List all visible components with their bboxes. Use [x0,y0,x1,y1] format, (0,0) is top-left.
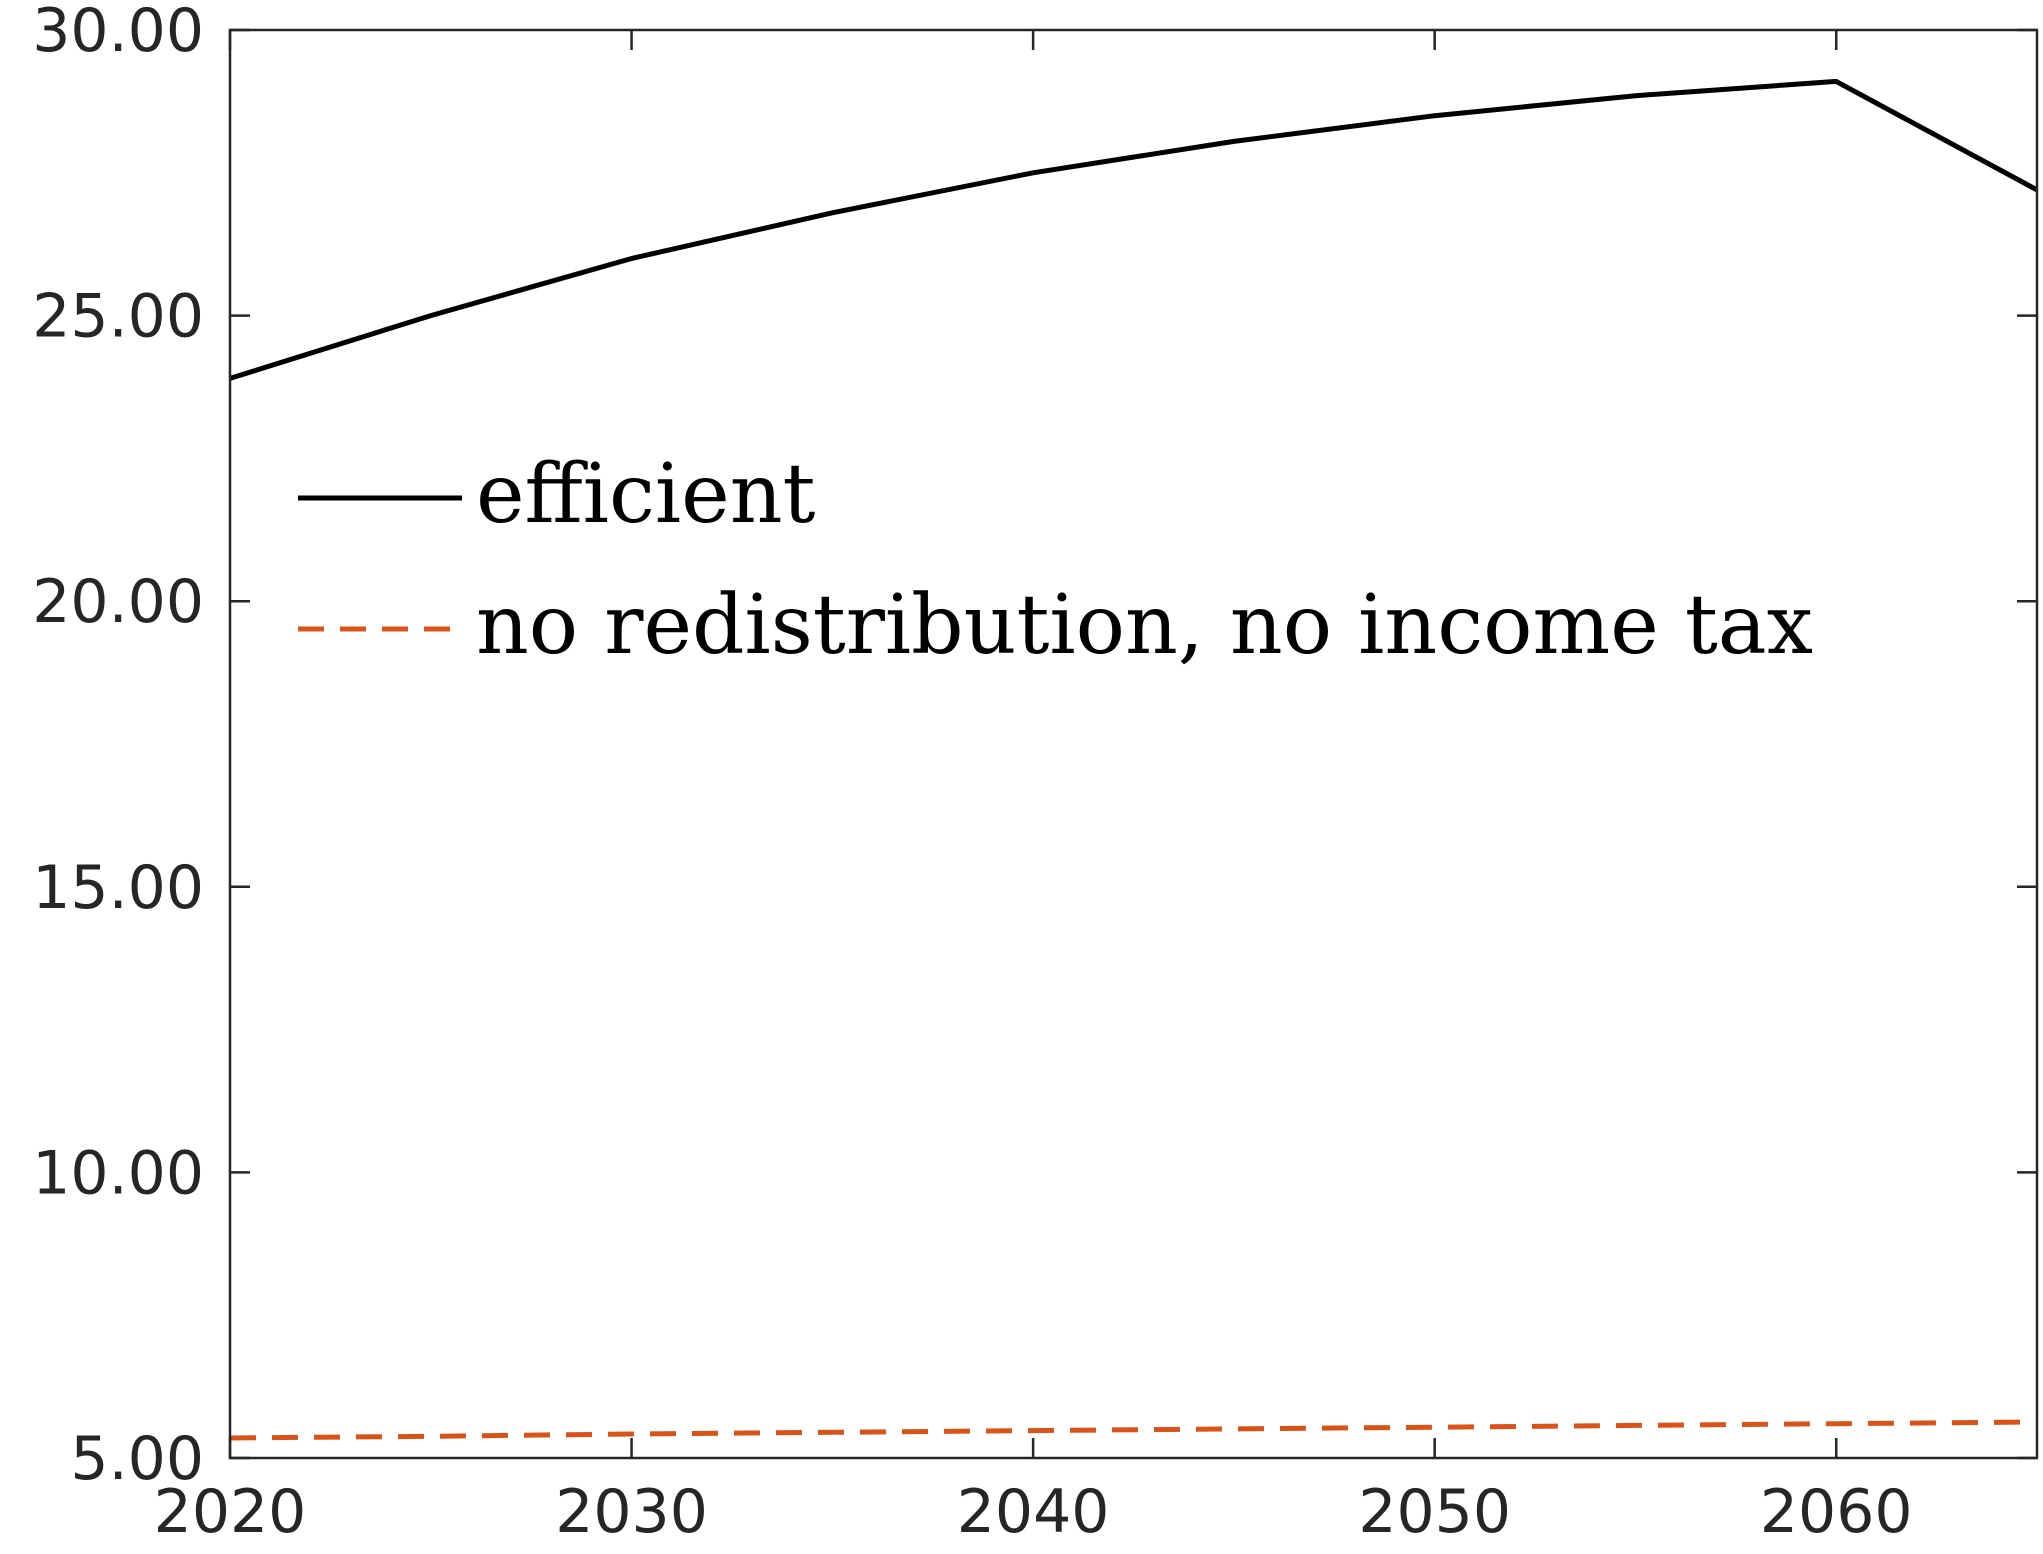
series-layer [229,78,2039,1441]
y-tick-label-10: 10.00 [32,1138,204,1208]
x-tick-label-2060: 2060 [1760,1477,1913,1547]
y-axis-tick-labels: 5.00 10.00 15.00 20.00 25.00 30.00 [32,0,204,1494]
y-tick-label-15: 15.00 [32,853,204,923]
y-tick-label-25: 25.00 [32,282,204,352]
tick-marks [228,28,2037,1460]
y-tick-label-30: 30.00 [32,0,204,66]
legend-label-2: no redistribution, no income tax [476,578,1813,673]
x-tick-label-2050: 2050 [1358,1477,1511,1547]
x-tick-label-2020: 2020 [154,1477,307,1547]
x-tick-label-2040: 2040 [957,1477,1110,1547]
y-tick-label-5: 5.00 [70,1424,204,1494]
legend: efficient no redistribution, no income ta… [298,447,1813,673]
x-tick-label-2030: 2030 [555,1477,708,1547]
x-axis-tick-labels: 2020 2030 2040 2050 2060 [154,1477,1913,1547]
series-line-1 [229,78,2039,381]
plot-area-frame [228,28,2039,1460]
y-tick-label-20: 20.00 [32,567,204,637]
series-line-2 [229,1419,2038,1441]
legend-label-1: efficient [476,447,815,542]
